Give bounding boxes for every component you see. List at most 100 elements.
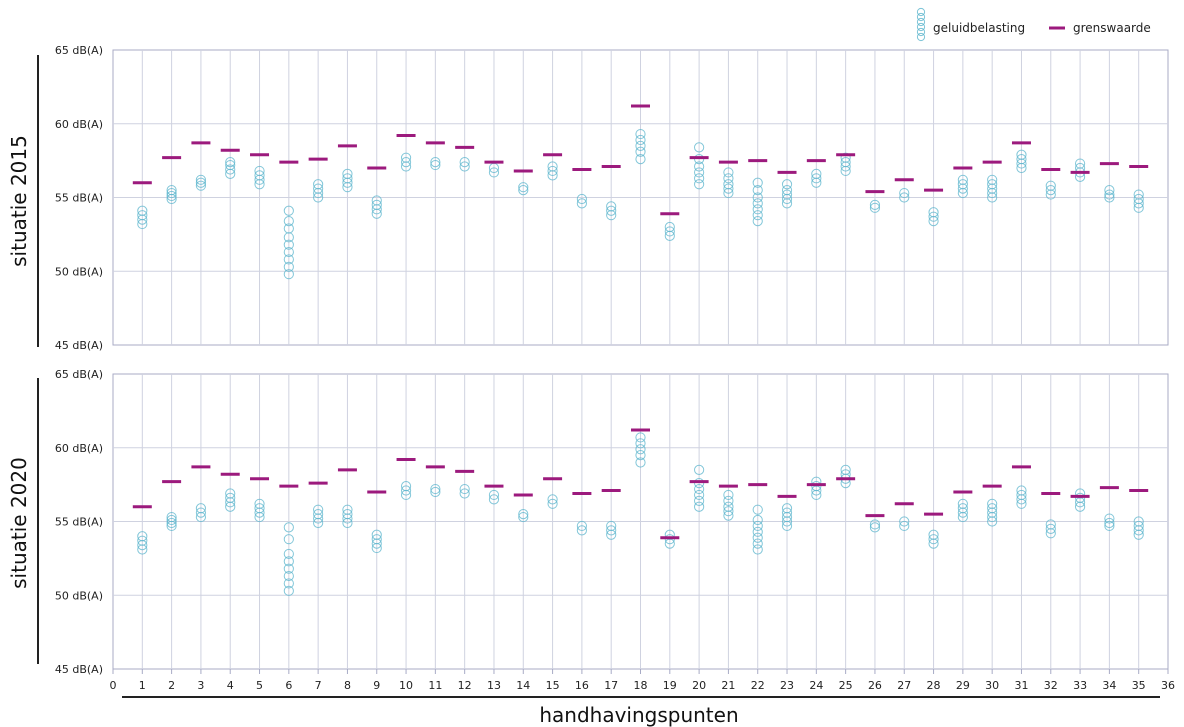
geluidbelasting-point xyxy=(313,183,324,194)
geluidbelasting-point xyxy=(1133,516,1144,527)
x-tick-label: 30 xyxy=(985,679,999,692)
geluidbelasting-point xyxy=(1045,185,1056,196)
geluidbelasting-point xyxy=(957,503,968,514)
geluidbelasting-point xyxy=(430,157,441,168)
geluidbelasting-point xyxy=(283,269,294,280)
geluidbelasting-point xyxy=(635,140,646,151)
geluidbelasting-point xyxy=(225,157,236,168)
geluidbelasting-point xyxy=(1016,149,1027,160)
x-tick-label: 35 xyxy=(1132,679,1146,692)
geluidbelasting-point xyxy=(342,504,353,515)
geluidbelasting-point xyxy=(283,522,294,533)
geluidbelasting-point xyxy=(899,192,910,203)
x-tick-label: 15 xyxy=(546,679,560,692)
geluidbelasting-point xyxy=(430,483,441,495)
geluidbelasting-point xyxy=(781,503,793,514)
x-tick-label: 9 xyxy=(373,679,380,692)
geluidbelasting-point xyxy=(1104,185,1115,196)
geluidbelasting-point xyxy=(635,154,646,165)
x-tick-label: 21 xyxy=(721,679,735,692)
geluidbelasting-point xyxy=(459,488,470,499)
geluidbelasting-point xyxy=(928,534,939,545)
geluidbelasting-point xyxy=(137,535,148,546)
y-tick-label: 65 dB(A) xyxy=(55,368,103,381)
panel-label-2015: situatie 2015 xyxy=(7,135,31,267)
x-tick-label: 16 xyxy=(575,679,589,692)
geluidbelasting-point xyxy=(694,495,705,506)
geluidbelasting-point xyxy=(1045,519,1056,530)
x-tick-label: 13 xyxy=(487,679,501,692)
geluidbelasting-point xyxy=(928,529,939,540)
geluidbelasting-point xyxy=(254,170,265,181)
x-tick-label: 14 xyxy=(516,679,530,692)
x-tick-label: 7 xyxy=(315,679,322,692)
geluidbelasting-point xyxy=(283,585,294,596)
geluidbelasting-point xyxy=(518,511,529,523)
geluidbelasting-point xyxy=(459,157,470,168)
panel-situatie-2015: 45 dB(A) 50 dB(A) 55 dB(A) 60 dB(A) 65 dB(A) xyxy=(55,44,1169,352)
geluidbelasting-point xyxy=(752,538,763,549)
geluidbelasting-point xyxy=(1104,513,1115,524)
geluidbelasting-point xyxy=(518,185,529,196)
geluidbelasting-point xyxy=(313,504,324,515)
geluidbelasting-point xyxy=(1133,189,1144,200)
geluidbelasting-point xyxy=(987,503,998,514)
x-tick-label: 17 xyxy=(604,679,618,692)
panel-label-2020: situatie 2020 xyxy=(7,457,31,589)
x-tick-label: 8 xyxy=(344,679,351,692)
legend-geluidbelasting-marker xyxy=(916,22,926,32)
geluidbelasting-point xyxy=(1104,192,1115,203)
x-tick-label: 6 xyxy=(285,679,292,692)
geluidbelasting-point xyxy=(342,509,353,520)
y-tick-label: 65 dB(A) xyxy=(55,44,103,57)
legend-label-geluidbelasting: geluidbelasting xyxy=(933,21,1025,35)
x-tick-label: 26 xyxy=(868,679,882,692)
geluidbelasting-point xyxy=(635,128,646,140)
geluidbelasting-point xyxy=(283,205,294,216)
geluidbelasting-point xyxy=(664,529,675,540)
geluidbelasting-point xyxy=(459,483,470,495)
geluidbelasting-point xyxy=(723,183,734,194)
geluidbelasting-point xyxy=(752,526,763,537)
geluidbelasting-point xyxy=(313,179,324,190)
geluidbelasting-point xyxy=(283,261,294,272)
geluidbelasting-point xyxy=(723,501,734,512)
x-tick-label: 29 xyxy=(956,679,970,692)
geluidbelasting-point xyxy=(694,142,705,153)
geluidbelasting-point xyxy=(957,174,968,185)
geluidbelasting-point xyxy=(899,520,910,532)
geluidbelasting-point xyxy=(283,570,294,582)
x-tick-label: 10 xyxy=(399,679,413,692)
x-tick-label: 23 xyxy=(780,679,794,692)
geluidbelasting-point xyxy=(694,483,705,495)
geluidbelasting-point xyxy=(518,182,529,193)
geluidbelasting-point xyxy=(166,517,177,529)
geluidbelasting-point xyxy=(635,146,646,157)
geluidbelasting-point xyxy=(225,492,236,503)
geluidbelasting-point xyxy=(899,187,910,199)
geluidbelasting-point xyxy=(547,165,558,177)
geluidbelasting-point xyxy=(1133,520,1144,532)
geluidbelasting-point xyxy=(283,563,294,574)
x-tick-label: 0 xyxy=(110,679,117,692)
geluidbelasting-point xyxy=(371,195,382,206)
geluidbelasting-point xyxy=(869,202,881,213)
geluidbelasting-point xyxy=(752,532,763,543)
geluidbelasting-point xyxy=(694,489,705,501)
geluidbelasting-point xyxy=(752,216,763,227)
x-tick-label: 3 xyxy=(197,679,204,692)
geluidbelasting-point xyxy=(694,161,705,172)
geluidbelasting-point xyxy=(987,179,998,190)
geluidbelasting-point xyxy=(606,201,617,212)
legend-geluidbelasting-marker xyxy=(916,27,926,37)
geluidbelasting-point xyxy=(928,207,939,218)
geluidbelasting-point xyxy=(752,520,763,532)
geluidbelasting-point xyxy=(225,488,236,499)
x-tick-label: 18 xyxy=(634,679,648,692)
x-tick-label: 33 xyxy=(1073,679,1087,692)
geluidbelasting-point xyxy=(781,185,793,196)
geluidbelasting-point xyxy=(1104,189,1115,200)
geluidbelasting-point xyxy=(840,464,851,475)
geluidbelasting-point xyxy=(283,548,294,560)
